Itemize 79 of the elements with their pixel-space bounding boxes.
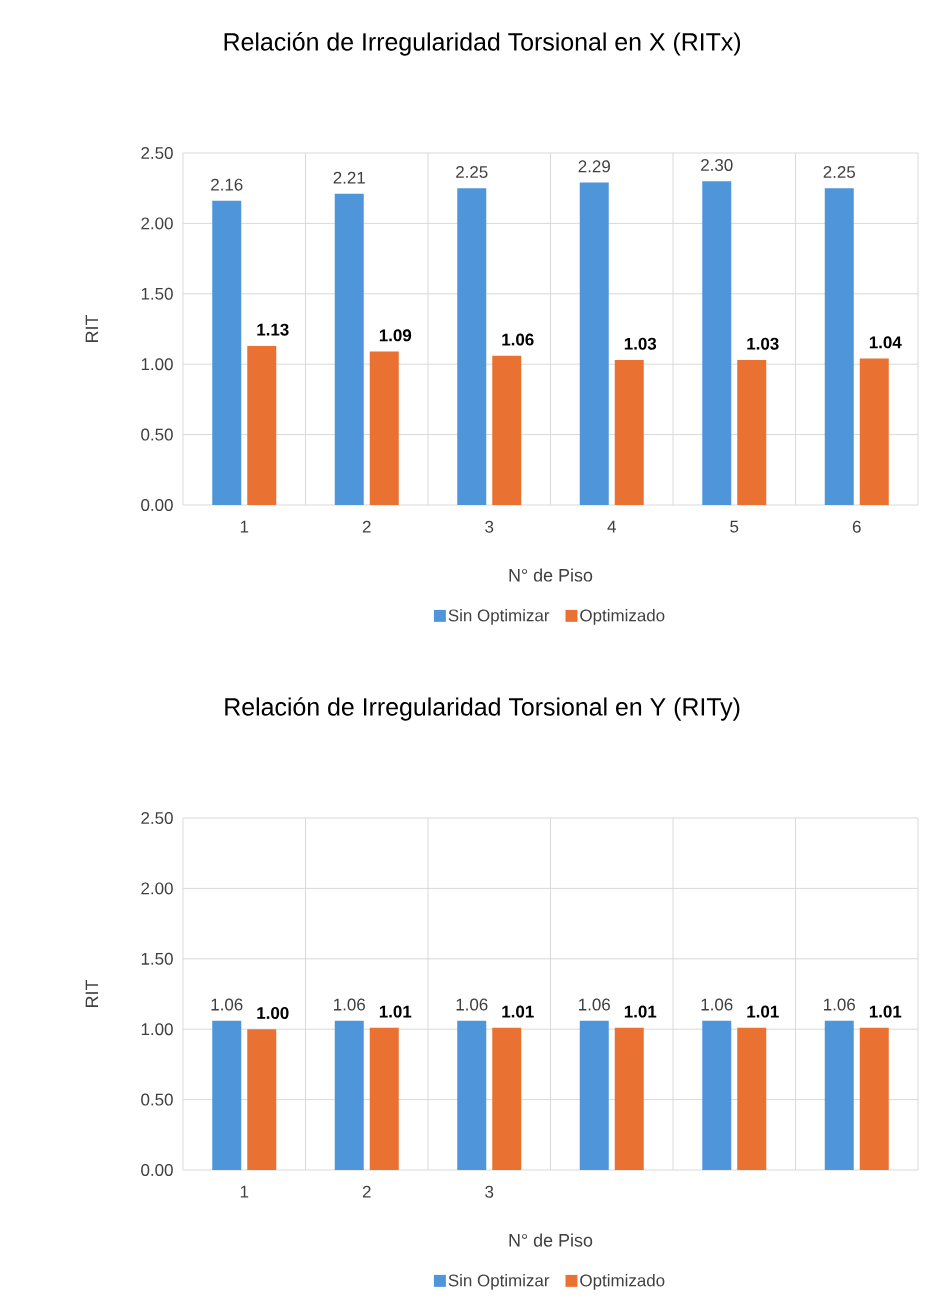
data-label: 1.04	[869, 336, 902, 349]
data-label: 1.09	[379, 329, 412, 342]
bar	[702, 1020, 732, 1170]
chart-title: Relación de Irregularidad Torsional en Y (RITy)	[225, 697, 740, 721]
x-tick-label: 1	[240, 1185, 249, 1198]
x-tick-label: 1	[240, 520, 249, 533]
y-tick-label: 0.00	[141, 498, 173, 511]
bar	[824, 188, 854, 505]
legend-label: Sin Optimizar	[448, 1274, 550, 1290]
chart-title: Relación de Irregularidad Torsional en X (RITx)	[224, 32, 741, 56]
bar	[212, 1020, 242, 1170]
data-label: 1.06	[701, 998, 733, 1011]
data-label: 1.03	[624, 337, 657, 350]
data-label: 2.16	[211, 178, 243, 191]
bar	[492, 355, 522, 505]
data-label: 2.25	[823, 166, 856, 178]
data-label: 1.03	[747, 337, 779, 350]
x-tick-label: 4	[607, 520, 616, 533]
bar	[614, 359, 644, 505]
bar	[614, 1027, 644, 1170]
y-axis-title: RIT	[85, 314, 99, 342]
x-tick-label: 2	[362, 1185, 371, 1198]
bar	[579, 182, 609, 505]
bar	[247, 1029, 277, 1170]
y-tick-label: 1.50	[141, 952, 173, 965]
data-label: 1.01	[502, 1005, 534, 1018]
data-label: 1.06	[579, 998, 610, 1011]
data-label: 2.25	[456, 166, 488, 178]
y-tick-label: 0.50	[141, 1093, 173, 1106]
data-label: 2.21	[333, 171, 365, 184]
x-axis-title: N° de Piso	[509, 568, 593, 582]
y-tick-label: 2.00	[141, 882, 173, 895]
bar	[369, 351, 399, 505]
x-tick-label: 3	[485, 1185, 494, 1198]
data-label: 1.01	[379, 1005, 412, 1018]
y-tick-label: 2.50	[141, 146, 173, 159]
bar	[859, 358, 889, 505]
x-tick-label: 3	[485, 520, 494, 533]
bar	[247, 345, 277, 505]
data-label: 1.06	[211, 998, 243, 1011]
y-tick-label: 1.00	[141, 1023, 173, 1036]
data-label: 2.30	[701, 158, 733, 171]
x-tick-label: 6	[852, 520, 861, 533]
y-tick-label: 1.50	[141, 287, 173, 300]
legend-label: Sin Optimizar	[448, 609, 550, 625]
bar	[824, 1020, 854, 1170]
bar	[737, 359, 767, 505]
data-label: 1.00	[257, 1007, 289, 1020]
data-label: 1.06	[502, 333, 534, 346]
y-tick-label: 2.50	[141, 812, 173, 824]
bar	[579, 1020, 609, 1170]
bar	[457, 1020, 487, 1170]
x-tick-label: 5	[730, 520, 739, 533]
bar	[737, 1027, 767, 1170]
data-label: 1.01	[747, 1005, 779, 1018]
data-label: 1.06	[334, 998, 365, 1011]
data-label: 1.06	[824, 998, 855, 1011]
bar	[334, 1020, 364, 1170]
data-label: 1.01	[869, 1005, 902, 1018]
bar	[859, 1027, 889, 1170]
y-tick-label: 0.00	[141, 1164, 173, 1176]
legend-label: Optimizado	[580, 609, 665, 625]
y-tick-label: 0.50	[141, 428, 173, 441]
bar	[212, 200, 242, 505]
data-label: 1.13	[257, 323, 289, 336]
bar	[369, 1027, 399, 1170]
y-axis-title: RIT	[85, 979, 99, 1007]
x-axis-title: N° de Piso	[509, 1233, 593, 1247]
y-tick-label: 1.00	[141, 358, 173, 371]
legend-label: Optimizado	[580, 1274, 665, 1290]
data-label: 2.29	[578, 160, 610, 173]
data-label: 1.01	[624, 1005, 657, 1018]
bar	[492, 1027, 522, 1170]
x-tick-label: 2	[362, 520, 371, 533]
data-label: 1.06	[456, 998, 488, 1011]
bar	[457, 188, 487, 505]
bar	[334, 193, 364, 505]
bar	[702, 181, 732, 505]
y-tick-label: 2.00	[141, 217, 173, 230]
